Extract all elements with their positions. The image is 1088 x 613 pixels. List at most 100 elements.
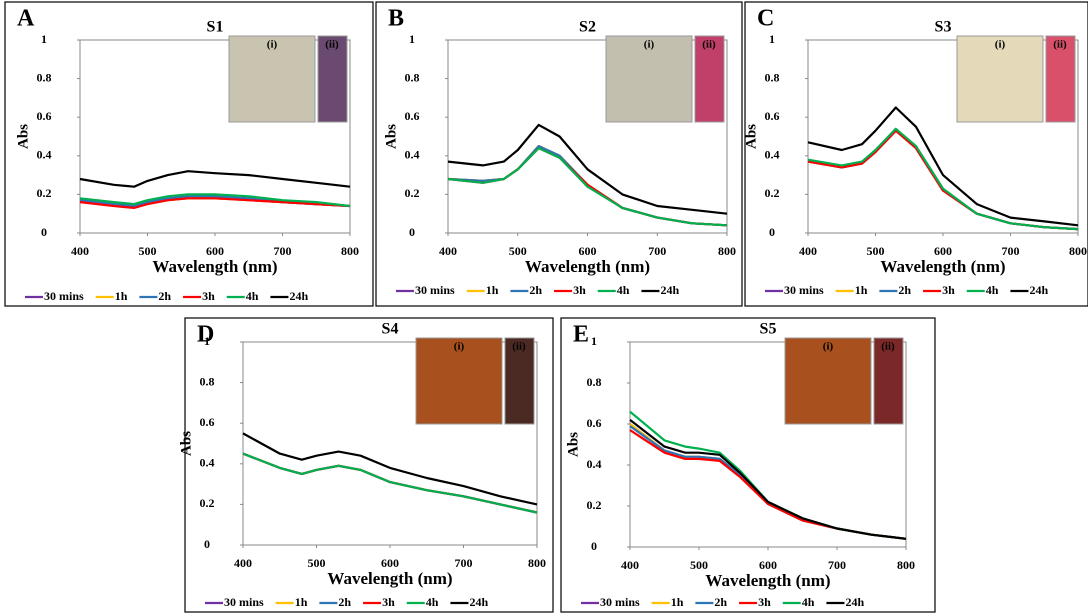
inset-photo bbox=[415, 337, 503, 425]
legend-label: 1h bbox=[486, 283, 499, 297]
series-line bbox=[807, 129, 1079, 231]
legend-label: 2h bbox=[338, 595, 351, 609]
series-line bbox=[629, 419, 907, 540]
x-axis-label: Wavelength (nm) bbox=[152, 257, 277, 276]
legend-label: 4h bbox=[426, 595, 439, 609]
x-axis-label: Wavelength (nm) bbox=[880, 257, 1005, 276]
series-line bbox=[629, 429, 907, 540]
x-tick-label: 500 bbox=[867, 244, 885, 258]
inset-label: (ii) bbox=[702, 39, 716, 51]
y-tick-label: 0.6 bbox=[37, 109, 52, 123]
y-tick-label: 1 bbox=[409, 32, 415, 46]
legend-label: 4h bbox=[986, 283, 999, 297]
inset-label: (i) bbox=[823, 341, 834, 353]
legend-label: 2h bbox=[714, 595, 727, 609]
inset-label: (ii) bbox=[1053, 39, 1067, 51]
x-tick-label: 400 bbox=[799, 244, 817, 258]
legend-label: 1h bbox=[671, 595, 684, 609]
x-tick-label: 500 bbox=[509, 244, 527, 258]
x-tick-label: 800 bbox=[341, 244, 359, 258]
y-tick-label: 0 bbox=[769, 225, 775, 239]
y-tick-label: 0.2 bbox=[405, 186, 420, 200]
legend-label: 4h bbox=[802, 595, 815, 609]
legend-label: 1h bbox=[855, 283, 868, 297]
x-tick-label: 500 bbox=[690, 558, 708, 572]
series-line bbox=[807, 129, 1079, 231]
legend-label: 24h bbox=[845, 595, 864, 609]
legend-label: 4h bbox=[246, 289, 259, 303]
inset-label: (i) bbox=[267, 39, 278, 51]
x-tick-label: 600 bbox=[381, 556, 399, 570]
legend-label: 30 mins bbox=[784, 283, 824, 297]
x-tick-label: 800 bbox=[897, 558, 915, 572]
x-tick-label: 600 bbox=[934, 244, 952, 258]
panel-box bbox=[744, 1, 1088, 307]
series-line bbox=[79, 170, 351, 188]
series-line bbox=[629, 423, 907, 540]
x-tick-label: 400 bbox=[621, 558, 639, 572]
inset-label: (i) bbox=[454, 341, 465, 353]
panel-label: D bbox=[197, 322, 214, 348]
series-line bbox=[447, 123, 728, 215]
chart-title: S4 bbox=[382, 321, 399, 338]
series-line bbox=[447, 147, 728, 227]
legend-label: 3h bbox=[382, 595, 395, 609]
y-tick-label: 1 bbox=[204, 334, 210, 348]
y-axis-label: Abs bbox=[15, 124, 31, 149]
x-tick-label: 400 bbox=[234, 556, 252, 570]
series-line bbox=[807, 106, 1079, 227]
x-tick-label: 700 bbox=[648, 244, 666, 258]
y-tick-label: 0 bbox=[591, 539, 597, 553]
x-tick-label: 400 bbox=[439, 244, 457, 258]
y-tick-label: 0.4 bbox=[587, 457, 602, 471]
series-line bbox=[807, 127, 1079, 231]
legend-label: 3h bbox=[573, 283, 586, 297]
panel-box bbox=[560, 317, 936, 613]
y-tick-label: 0.8 bbox=[200, 374, 215, 388]
legend-label: 4h bbox=[617, 283, 630, 297]
legend-label: 3h bbox=[942, 283, 955, 297]
y-tick-label: 0.4 bbox=[37, 148, 52, 162]
x-tick-label: 700 bbox=[455, 556, 473, 570]
x-tick-label: 400 bbox=[71, 244, 89, 258]
inset-photo bbox=[873, 337, 904, 425]
series-line bbox=[242, 452, 538, 514]
y-tick-label: 0.2 bbox=[37, 186, 52, 200]
panel-label: A bbox=[17, 6, 35, 32]
y-tick-label: 0.6 bbox=[587, 416, 602, 430]
legend-label: 24h bbox=[289, 289, 308, 303]
inset-photo bbox=[956, 35, 1044, 123]
inset-photo bbox=[784, 337, 872, 425]
panel-box bbox=[375, 1, 743, 307]
x-tick-label: 700 bbox=[1002, 244, 1020, 258]
legend-label: 24h bbox=[469, 595, 488, 609]
inset-photo bbox=[228, 35, 316, 123]
legend-label: 30 mins bbox=[224, 595, 264, 609]
y-tick-label: 0.2 bbox=[765, 186, 780, 200]
x-axis-label: Wavelength (nm) bbox=[705, 571, 830, 590]
series-line bbox=[629, 410, 907, 540]
panel-box bbox=[184, 317, 554, 613]
inset-photo bbox=[504, 337, 535, 425]
inset-photo bbox=[1045, 35, 1076, 123]
legend-label: 1h bbox=[115, 289, 128, 303]
y-axis-label: Abs bbox=[383, 124, 399, 149]
y-tick-label: 0.6 bbox=[765, 109, 780, 123]
inset-photo bbox=[317, 35, 348, 123]
y-axis-label: Abs bbox=[178, 431, 194, 456]
x-tick-label: 500 bbox=[308, 556, 326, 570]
x-axis-label: Wavelength (nm) bbox=[327, 569, 452, 588]
x-tick-label: 500 bbox=[139, 244, 157, 258]
x-tick-label: 600 bbox=[579, 244, 597, 258]
y-axis-label: Abs bbox=[743, 124, 759, 149]
series-line bbox=[242, 432, 538, 506]
panel-box bbox=[4, 1, 374, 307]
inset-label: (i) bbox=[995, 39, 1006, 51]
y-tick-label: 0.8 bbox=[37, 70, 52, 84]
x-tick-label: 800 bbox=[1069, 244, 1087, 258]
y-tick-label: 0.8 bbox=[405, 70, 420, 84]
legend-label: 2h bbox=[158, 289, 171, 303]
inset-label: (ii) bbox=[325, 39, 339, 51]
inset-label: (ii) bbox=[881, 341, 895, 353]
